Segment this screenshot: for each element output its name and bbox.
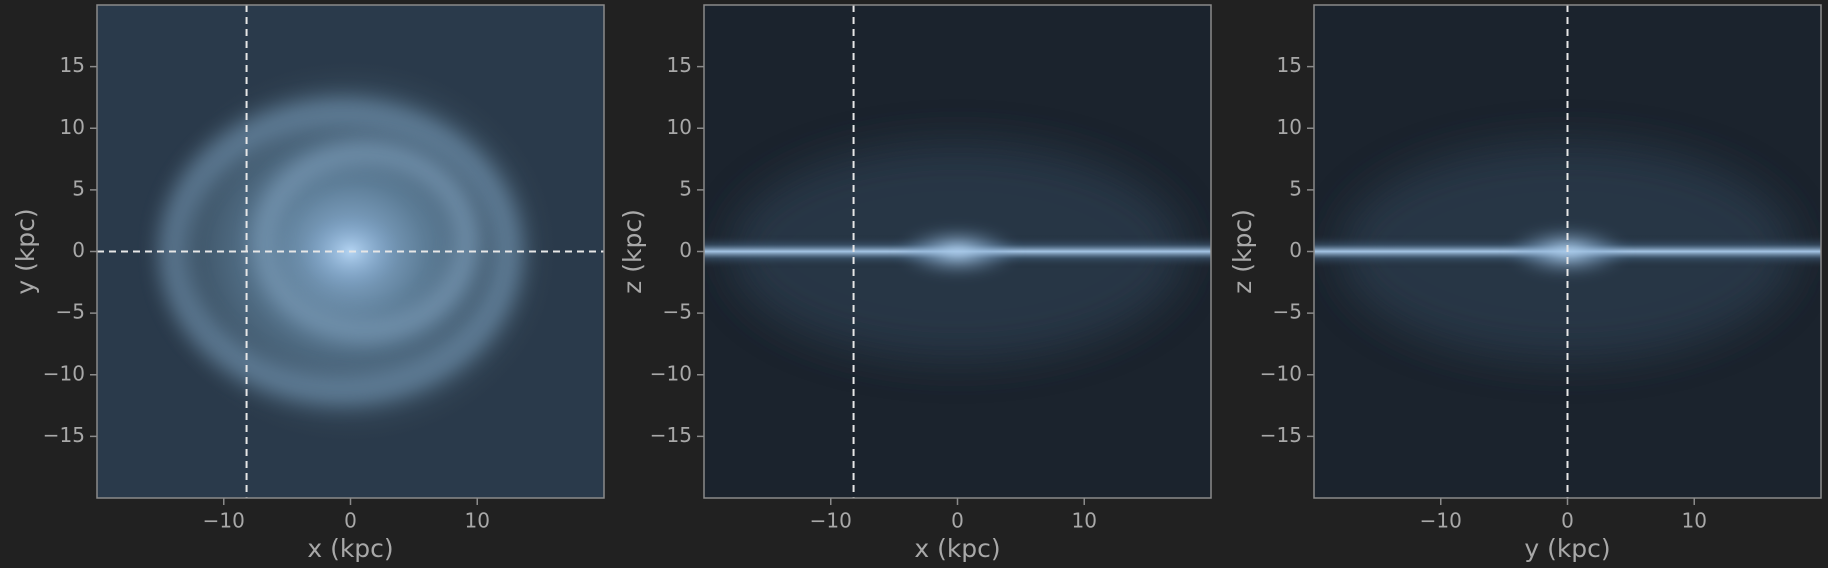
y-tick-label: 10 [667, 115, 692, 139]
x-tick-label: 0 [951, 509, 964, 533]
x-tick-label: −10 [203, 509, 245, 533]
y-tick-label: −5 [1273, 300, 1302, 324]
y-axis-label: z (kpc) [618, 209, 647, 294]
y-tick-label: 0 [679, 238, 692, 262]
y-tick-label: 5 [1289, 176, 1302, 200]
x-tick-label: −10 [810, 509, 852, 533]
x-tick-label: 0 [344, 509, 357, 533]
y-tick-label: −15 [650, 423, 692, 447]
x-tick-label: 0 [1561, 509, 1574, 533]
y-tick-label: −15 [1260, 423, 1302, 447]
y-tick-label: 0 [72, 238, 85, 262]
y-tick-label: 10 [1277, 115, 1302, 139]
panel: −10 0 10 −15 −10 −5 0 5 10 15 y (kpc) z (kpc) [1228, 4, 1822, 563]
y-tick-label: −15 [43, 423, 85, 447]
x-axis-label: x (kpc) [914, 534, 1000, 563]
y-axis-label: y (kpc) [11, 208, 40, 294]
y-tick-label: 5 [72, 176, 85, 200]
y-tick-label: 5 [679, 176, 692, 200]
x-tick-label: 10 [465, 509, 490, 533]
density-image [704, 5, 1211, 498]
y-tick-label: 10 [60, 115, 85, 139]
y-axis-label: z (kpc) [1228, 209, 1257, 294]
panel: −10 0 10 −15 −10 −5 0 5 10 15 x (kpc) z (kpc) [618, 4, 1212, 563]
y-tick-label: 15 [60, 53, 85, 77]
y-tick-label: −5 [663, 300, 692, 324]
y-tick-label: 15 [667, 53, 692, 77]
y-tick-label: −10 [43, 361, 85, 385]
y-tick-label: 15 [1277, 53, 1302, 77]
x-axis-label: x (kpc) [307, 534, 393, 563]
y-tick-label: −10 [650, 361, 692, 385]
y-tick-label: −10 [1260, 361, 1302, 385]
panel: −10 0 10 −15 −10 −5 0 5 10 15 x (kpc) y (kpc) [11, 4, 605, 563]
x-tick-label: −10 [1420, 509, 1462, 533]
x-tick-label: 10 [1072, 509, 1097, 533]
y-tick-label: −5 [56, 300, 85, 324]
x-tick-label: 10 [1682, 509, 1707, 533]
bulge [896, 226, 1019, 277]
y-tick-label: 0 [1289, 238, 1302, 262]
inner-ring [253, 141, 479, 342]
x-axis-label: y (kpc) [1524, 534, 1610, 563]
